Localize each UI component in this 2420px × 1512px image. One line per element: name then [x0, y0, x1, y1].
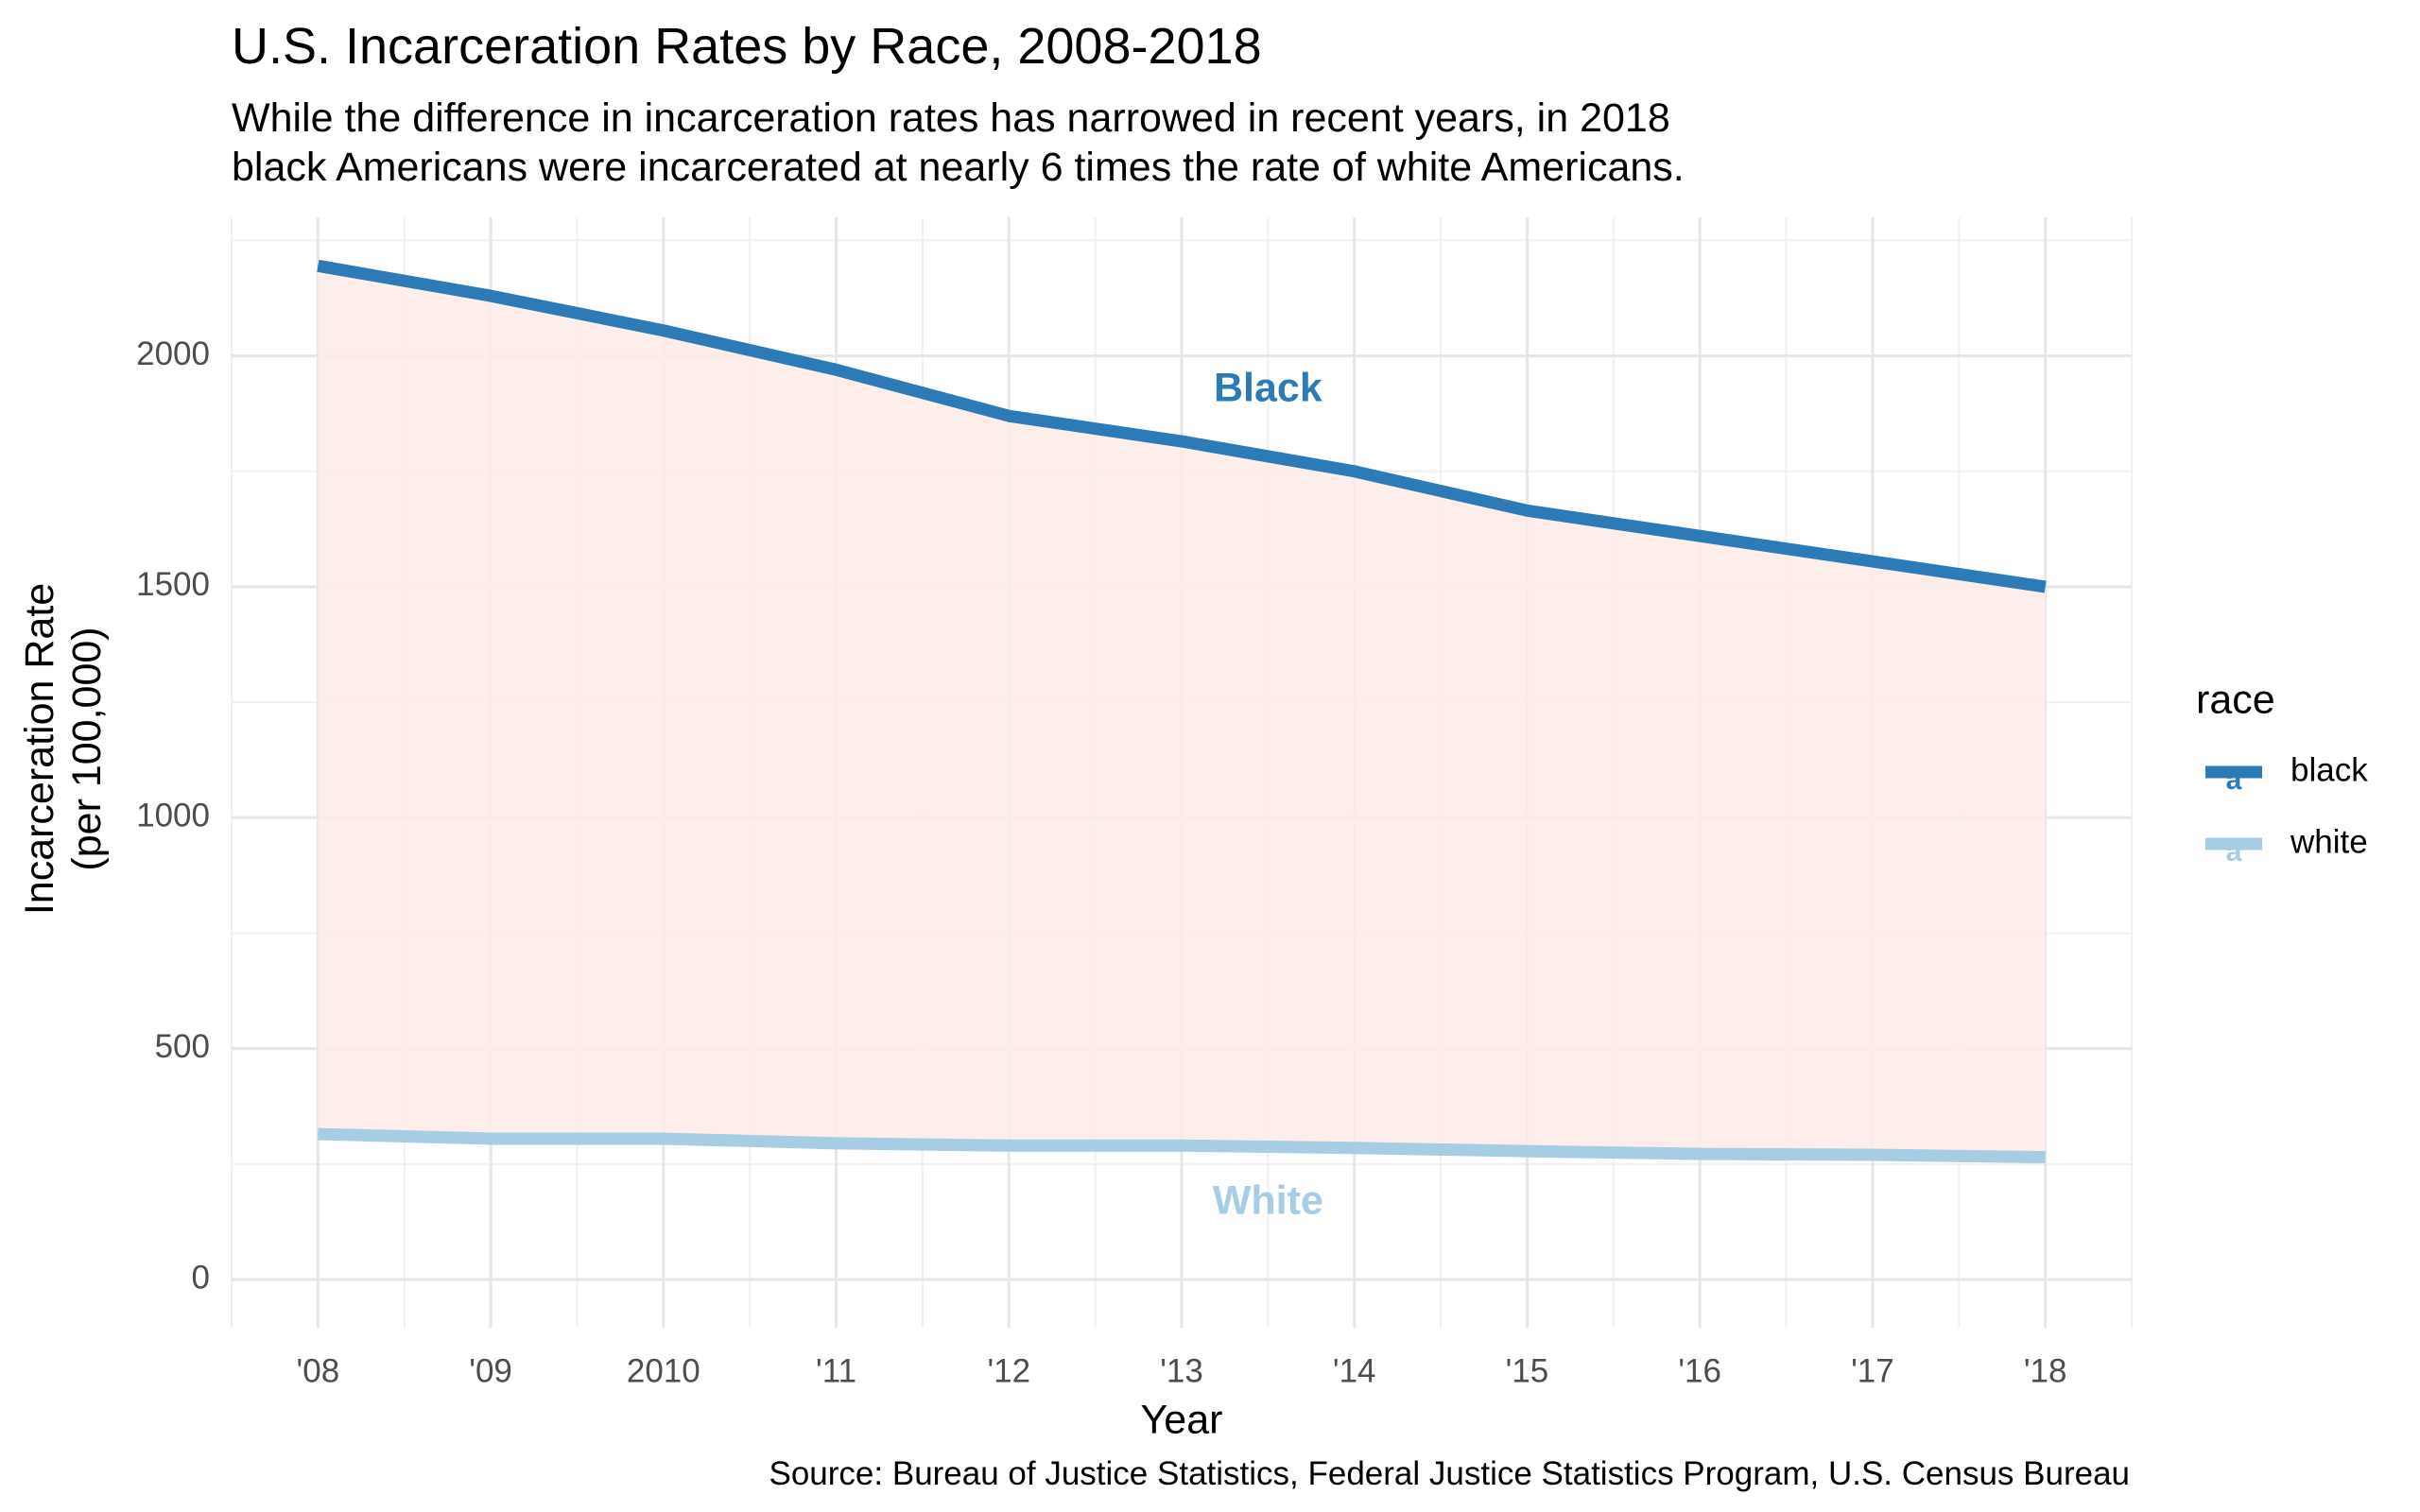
data-point-black — [2045, 586, 2047, 588]
x-tick-label: '17 — [1851, 1352, 1894, 1389]
legend-label: black — [2290, 751, 2368, 788]
x-tick-label: '18 — [2024, 1352, 2067, 1389]
series-label-white: White — [1213, 1178, 1323, 1224]
legend-item-black: a black — [2205, 751, 2368, 796]
chart-subtitle: While the difference in incarceration ra… — [232, 94, 2028, 192]
data-point-white — [317, 1133, 319, 1135]
data-point-white — [1354, 1147, 1356, 1149]
x-tick-label: '12 — [987, 1352, 1030, 1389]
x-tick-label: 2010 — [627, 1352, 700, 1389]
x-tick-label: '11 — [816, 1352, 856, 1389]
data-point-white — [1526, 1150, 1528, 1152]
data-point-black — [1526, 509, 1528, 511]
series-label-black: Black — [1214, 366, 1322, 411]
legend-title: race — [2196, 677, 2275, 722]
y-axis-title-line: Incarceration Rate — [17, 583, 62, 915]
data-point-white — [1872, 1154, 1874, 1156]
data-point-white — [490, 1138, 492, 1140]
data-point-black — [490, 295, 492, 297]
x-tick-label: '09 — [469, 1352, 512, 1389]
data-point-black — [1699, 535, 1701, 537]
legend: race a black a white — [2196, 677, 2368, 868]
x-tick-label: '16 — [1678, 1352, 1721, 1389]
chart-title: U.S. Incarceration Rates by Race, 2008-2… — [232, 18, 1262, 75]
data-point-black — [1354, 471, 1356, 472]
x-axis-title: Year — [1141, 1397, 1223, 1442]
y-tick-label: 2000 — [136, 335, 210, 372]
series-lines — [317, 259, 2047, 1163]
series-annotations: Black White — [1213, 366, 1323, 1224]
x-tick-label: '08 — [297, 1352, 340, 1389]
legend-key-glyph: a — [2226, 836, 2242, 868]
x-tick-label: '13 — [1160, 1352, 1203, 1389]
y-tick-label: 1000 — [136, 798, 210, 834]
data-point-black — [836, 369, 838, 370]
x-tick-label: '15 — [1506, 1352, 1549, 1389]
y-axis-title-line: (per 100,000) — [64, 627, 110, 870]
data-point-black — [663, 330, 665, 332]
data-point-black — [1181, 440, 1183, 442]
data-point-white — [2045, 1156, 2047, 1158]
data-point-white — [1008, 1144, 1010, 1146]
data-point-white — [1181, 1144, 1183, 1146]
x-tick-label: '14 — [1333, 1352, 1376, 1389]
data-point-black — [1872, 560, 1874, 562]
data-point-white — [1699, 1153, 1701, 1155]
data-point-white — [663, 1138, 665, 1140]
gap-ribbon — [318, 266, 2046, 1158]
y-tick-label: 500 — [155, 1028, 210, 1065]
subtitle-line-1: While the difference in incarceration ra… — [232, 95, 1670, 141]
y-axis-title: Incarceration Rate (per 100,000) — [17, 583, 110, 915]
legend-key-glyph: a — [2226, 765, 2242, 796]
y-tick-label: 1500 — [136, 566, 210, 603]
legend-item-white: a white — [2205, 823, 2368, 868]
chart-caption: Source: Bureau of Justice Statistics, Fe… — [769, 1455, 2131, 1492]
legend-label: white — [2290, 823, 2368, 860]
difference-ribbon — [318, 266, 2046, 1158]
y-tick-label: 0 — [192, 1259, 210, 1296]
subtitle-line-2: black Americans were incarcerated at nea… — [232, 144, 1685, 190]
data-point-black — [1008, 415, 1010, 417]
axes: 0 500 1000 1500 2000 '08 '09 2010 '11 '12 '13 '14 '1… — [17, 335, 2066, 1443]
